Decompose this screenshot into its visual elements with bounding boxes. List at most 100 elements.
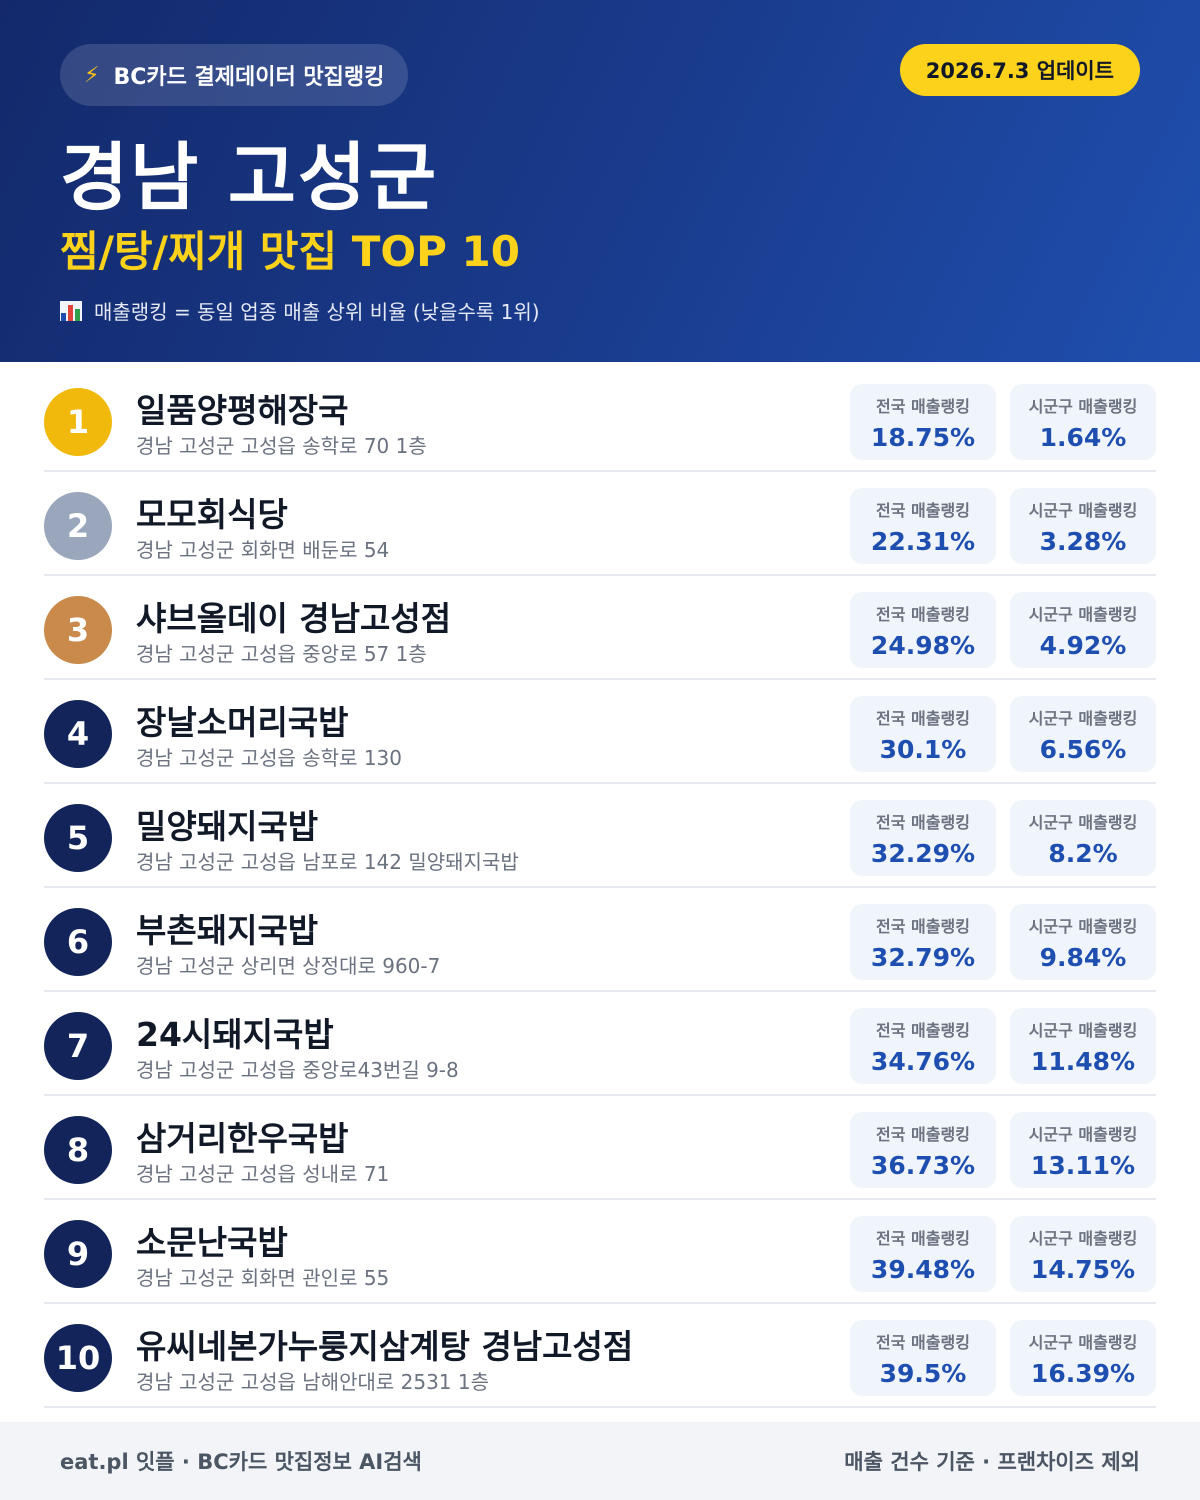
restaurant-address: 경남 고성군 회화면 배둔로 54: [136, 538, 390, 562]
local-ranking-label: 시군구 매출랭킹: [1028, 396, 1138, 416]
local-ranking-label: 시군구 매출랭킹: [1028, 1228, 1138, 1248]
footer: eat.pl 잇플 · BC카드 맛집정보 AI검색 매출 건수 기준 · 프랜…: [0, 1422, 1200, 1500]
bar-chart-icon: [60, 300, 82, 321]
national-ranking-card: 전국 매출랭킹 24.98%: [850, 592, 996, 668]
national-ranking-card: 전국 매출랭킹 22.31%: [850, 488, 996, 564]
rank-badge: 10: [44, 1324, 112, 1392]
list-item[interactable]: 1 일품양평해장국 경남 고성군 고성읍 송학로 70 1층 전국 매출랭킹 18.75…: [44, 368, 1156, 472]
list-item[interactable]: 8 삼거리한우국밥 경남 고성군 고성읍 성내로 71 전국 매출랭킹 36.73% 시군…: [44, 1096, 1156, 1200]
restaurant-name[interactable]: 일품양평해장국: [136, 391, 349, 430]
national-ranking-label: 전국 매출랭킹: [876, 916, 970, 936]
national-ranking-label: 전국 매출랭킹: [876, 812, 970, 832]
local-ranking-card: 시군구 매출랭킹 11.48%: [1010, 1008, 1156, 1084]
restaurant-address: 경남 고성군 고성읍 중앙로 57 1층: [136, 642, 427, 666]
national-ranking-label: 전국 매출랭킹: [876, 500, 970, 520]
national-ranking-card: 전국 매출랭킹 39.5%: [850, 1320, 996, 1396]
restaurant-name[interactable]: 밀양돼지국밥: [136, 807, 319, 846]
local-ranking-card: 시군구 매출랭킹 9.84%: [1010, 904, 1156, 980]
restaurant-name[interactable]: 24시돼지국밥: [136, 1015, 334, 1054]
local-ranking-card: 시군구 매출랭킹 3.28%: [1010, 488, 1156, 564]
national-ranking-label: 전국 매출랭킹: [876, 708, 970, 728]
national-ranking-label: 전국 매출랭킹: [876, 396, 970, 416]
restaurant-address: 경남 고성군 고성읍 남해안대로 2531 1층: [136, 1370, 490, 1394]
national-ranking-card: 전국 매출랭킹 32.29%: [850, 800, 996, 876]
restaurant-name[interactable]: 소문난국밥: [136, 1223, 288, 1262]
restaurant-name[interactable]: 샤브올데이 경남고성점: [136, 599, 452, 638]
local-ranking-value: 13.11%: [1030, 1150, 1136, 1180]
national-ranking-label: 전국 매출랭킹: [876, 1228, 970, 1248]
footer-source: eat.pl 잇플 · BC카드 맛집정보 AI검색: [60, 1450, 422, 1474]
local-ranking-card: 시군구 매출랭킹 14.75%: [1010, 1216, 1156, 1292]
local-ranking-value: 1.64%: [1039, 422, 1127, 452]
rank-badge: 3: [44, 596, 112, 664]
brand-pill: ⚡ BC카드 결제데이터 맛집랭킹: [60, 44, 409, 106]
rank-badge: 2: [44, 492, 112, 560]
restaurant-list: 1 일품양평해장국 경남 고성군 고성읍 송학로 70 1층 전국 매출랭킹 18.75…: [44, 368, 1156, 1408]
national-ranking-value: 39.5%: [879, 1358, 967, 1388]
rank-badge: 7: [44, 1012, 112, 1080]
national-ranking-value: 18.75%: [870, 422, 976, 452]
national-ranking-label: 전국 매출랭킹: [876, 1124, 970, 1144]
ranking-note-text: 매출랭킹 = 동일 업종 매출 상위 비율 (낮을수록 1위): [94, 300, 540, 324]
footer-basis: 매출 건수 기준 · 프랜차이즈 제외: [844, 1450, 1140, 1474]
rank-badge: 8: [44, 1116, 112, 1184]
rank-badge: 9: [44, 1220, 112, 1288]
national-ranking-value: 30.1%: [879, 734, 967, 764]
local-ranking-label: 시군구 매출랭킹: [1028, 1020, 1138, 1040]
header-banner: ⚡ BC카드 결제데이터 맛집랭킹 2026.7.3 업데이트 경남 고성군 찜…: [0, 0, 1200, 362]
local-ranking-value: 8.2%: [1048, 838, 1118, 868]
national-ranking-label: 전국 매출랭킹: [876, 1020, 970, 1040]
lightning-icon: ⚡: [84, 62, 100, 88]
local-ranking-card: 시군구 매출랭킹 8.2%: [1010, 800, 1156, 876]
local-ranking-label: 시군구 매출랭킹: [1028, 1124, 1138, 1144]
update-date-badge: 2026.7.3 업데이트: [899, 44, 1140, 96]
rank-badge: 4: [44, 700, 112, 768]
restaurant-address: 경남 고성군 고성읍 남포로 142 밀양돼지국밥: [136, 850, 519, 874]
local-ranking-card: 시군구 매출랭킹 1.64%: [1010, 384, 1156, 460]
list-item[interactable]: 7 24시돼지국밥 경남 고성군 고성읍 중앙로43번길 9-8 전국 매출랭킹 34.…: [44, 992, 1156, 1096]
national-ranking-card: 전국 매출랭킹 36.73%: [850, 1112, 996, 1188]
restaurant-name[interactable]: 유씨네본가누룽지삼계탕 경남고성점: [136, 1327, 634, 1366]
local-ranking-value: 6.56%: [1039, 734, 1127, 764]
restaurant-name[interactable]: 삼거리한우국밥: [136, 1119, 349, 1158]
local-ranking-card: 시군구 매출랭킹 6.56%: [1010, 696, 1156, 772]
local-ranking-label: 시군구 매출랭킹: [1028, 708, 1138, 728]
local-ranking-value: 3.28%: [1039, 526, 1127, 556]
national-ranking-card: 전국 매출랭킹 34.76%: [850, 1008, 996, 1084]
national-ranking-value: 39.48%: [870, 1254, 976, 1284]
restaurant-name[interactable]: 모모회식당: [136, 495, 288, 534]
restaurant-address: 경남 고성군 회화면 관인로 55: [136, 1266, 390, 1290]
local-ranking-card: 시군구 매출랭킹 13.11%: [1010, 1112, 1156, 1188]
local-ranking-value: 14.75%: [1030, 1254, 1136, 1284]
page-subtitle: 찜/탕/찌개 맛집 TOP 10: [60, 227, 520, 276]
list-item[interactable]: 6 부촌돼지국밥 경남 고성군 상리면 상정대로 960-7 전국 매출랭킹 32.79…: [44, 888, 1156, 992]
national-ranking-value: 24.98%: [870, 630, 976, 660]
national-ranking-card: 전국 매출랭킹 32.79%: [850, 904, 996, 980]
local-ranking-label: 시군구 매출랭킹: [1028, 916, 1138, 936]
local-ranking-value: 4.92%: [1039, 630, 1127, 660]
local-ranking-card: 시군구 매출랭킹 16.39%: [1010, 1320, 1156, 1396]
local-ranking-value: 9.84%: [1039, 942, 1127, 972]
rank-badge: 5: [44, 804, 112, 872]
local-ranking-label: 시군구 매출랭킹: [1028, 500, 1138, 520]
restaurant-address: 경남 고성군 고성읍 송학로 70 1층: [136, 434, 427, 458]
ranking-note: 매출랭킹 = 동일 업종 매출 상위 비율 (낮을수록 1위): [60, 296, 540, 325]
national-ranking-card: 전국 매출랭킹 18.75%: [850, 384, 996, 460]
national-ranking-card: 전국 매출랭킹 30.1%: [850, 696, 996, 772]
restaurant-name[interactable]: 장날소머리국밥: [136, 703, 349, 742]
national-ranking-value: 32.79%: [870, 942, 976, 972]
local-ranking-value: 16.39%: [1030, 1358, 1136, 1388]
local-ranking-label: 시군구 매출랭킹: [1028, 1332, 1138, 1352]
restaurant-address: 경남 고성군 고성읍 송학로 130: [136, 746, 403, 770]
national-ranking-value: 22.31%: [870, 526, 976, 556]
restaurant-address: 경남 고성군 상리면 상정대로 960-7: [136, 954, 441, 978]
page-title: 경남 고성군: [60, 135, 439, 221]
restaurant-name[interactable]: 부촌돼지국밥: [136, 911, 319, 950]
national-ranking-label: 전국 매출랭킹: [876, 604, 970, 624]
